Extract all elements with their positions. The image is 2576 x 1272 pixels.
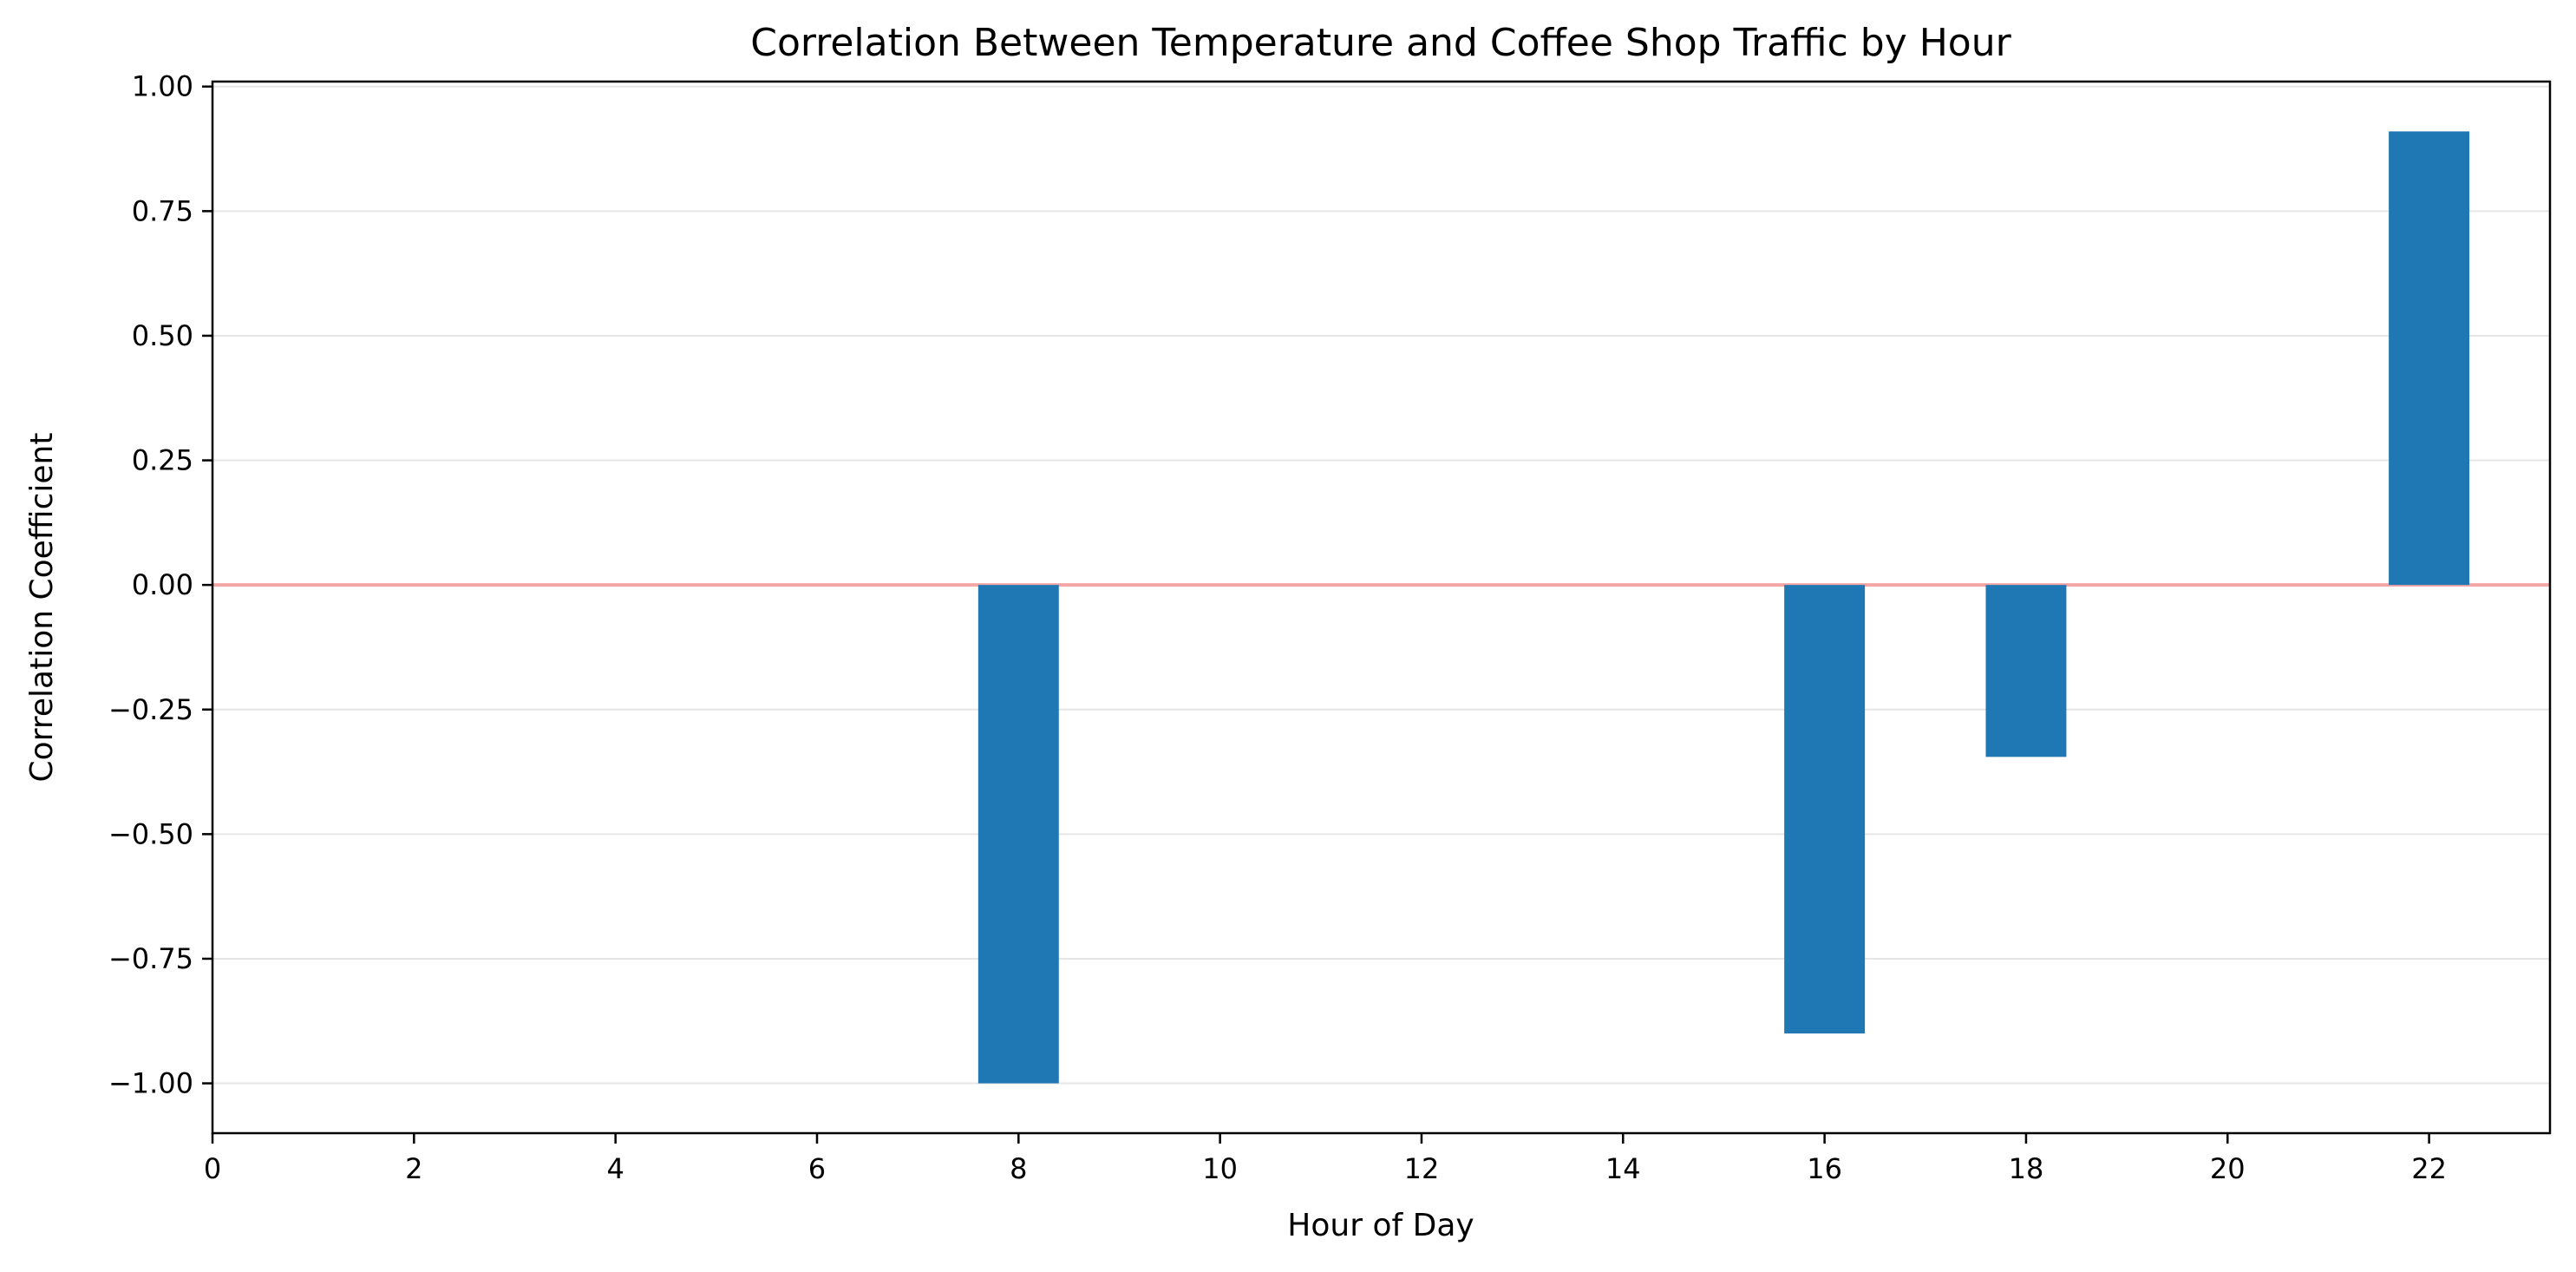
x-axis-label: Hour of Day: [1287, 1208, 1474, 1243]
x-tick-label: 4: [606, 1152, 624, 1185]
axes: [211, 80, 2552, 1135]
x-tick-label: 14: [1605, 1152, 1641, 1185]
x-tick-label: 22: [2411, 1152, 2447, 1185]
bars: [977, 131, 2470, 1084]
bar: [977, 585, 1059, 1084]
x-tick-label: 6: [808, 1152, 826, 1185]
y-tick-label: −0.75: [108, 942, 193, 975]
x-tick-label: 2: [405, 1152, 422, 1185]
x-tick-label: 8: [1010, 1152, 1027, 1185]
chart-title: Correlation Between Temperature and Coff…: [750, 21, 2011, 65]
x-tick-label: 12: [1404, 1152, 1440, 1185]
bar: [1985, 585, 2067, 757]
bar: [2389, 131, 2470, 586]
x-tick-label: 0: [204, 1152, 221, 1185]
plot-frame: [211, 80, 2552, 1135]
y-tick-label: −0.25: [108, 693, 193, 726]
bar: [1784, 585, 1866, 1034]
x-tick-label: 10: [1202, 1152, 1238, 1185]
y-tick-label: −1.00: [108, 1067, 193, 1100]
x-tick-label: 16: [1807, 1152, 1842, 1185]
y-tick-label: −0.50: [108, 817, 193, 850]
x-tick-label: 20: [2210, 1152, 2246, 1185]
y-tick-label: 0.75: [132, 194, 193, 227]
y-tick-label: 1.00: [132, 70, 193, 103]
y-tick-label: 0.25: [132, 444, 193, 477]
y-axis-label: Correlation Coefficient: [24, 433, 60, 783]
ticks: 1.00 0.75 0.50 0.25 0.00 −0.25 −0.50 −0.75 −1.00…: [108, 70, 2447, 1185]
y-tick-label: 0.00: [132, 568, 193, 601]
y-tick-label: 0.50: [132, 319, 193, 352]
x-tick-label: 18: [2009, 1152, 2044, 1185]
